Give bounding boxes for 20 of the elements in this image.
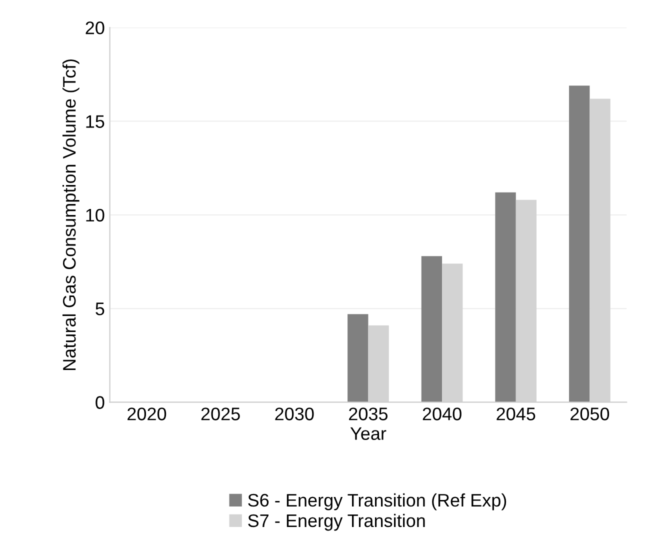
legend-label: S7 - Energy Transition: [248, 514, 425, 531]
x-tick-label: 2045: [496, 408, 536, 420]
x-tick-label: 2025: [201, 408, 240, 420]
y-tick-label: 20: [86, 21, 104, 34]
y-tick-label: 15: [86, 115, 104, 128]
x-axis-title: Year: [350, 427, 386, 440]
x-tick-label: 2040: [422, 408, 462, 420]
y-tick-label: 10: [86, 208, 104, 222]
bar: [348, 314, 368, 402]
x-tick-label: 2035: [349, 408, 388, 420]
bar: [421, 256, 442, 402]
legend-label: S6 - Energy Transition (Ref Exp): [248, 493, 506, 510]
x-tick-label: 2030: [275, 408, 314, 420]
y-tick-label: 0: [96, 396, 104, 409]
bar: [569, 86, 590, 402]
y-tick-label: 5: [96, 302, 104, 316]
x-tick-label: 2050: [570, 408, 610, 420]
x-tick-label: 2020: [128, 408, 166, 420]
y-axis-title: Natural Gas Consumption Volume (Tcf): [62, 59, 80, 370]
bar: [495, 192, 516, 402]
